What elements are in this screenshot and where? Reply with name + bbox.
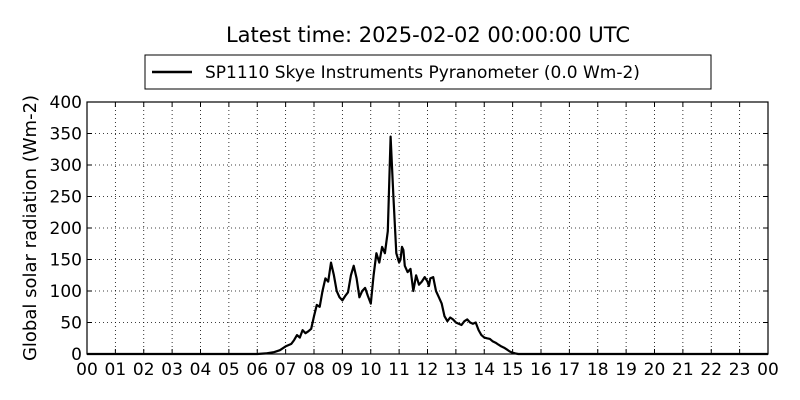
x-tick-label: 11 (388, 360, 410, 380)
x-tick-label: 15 (502, 360, 524, 380)
y-tick-label: 250 (50, 188, 82, 208)
y-tick-label: 400 (50, 93, 82, 113)
x-tick-label: 19 (615, 360, 637, 380)
y-tick-label: 350 (50, 125, 82, 145)
x-tick-label: 22 (700, 360, 722, 380)
chart-title: Latest time: 2025-02-02 00:00:00 UTC (226, 23, 630, 47)
x-tick-label: 23 (729, 360, 751, 380)
tick-labels: 00 01 02 03 04 05 06 07 08 09 10 11 12 13 14 15 16 17 18 19… (50, 93, 779, 380)
x-tick-label: 16 (530, 360, 552, 380)
grid (87, 102, 768, 354)
y-axis-label: Global solar radiation (Wm-2) (20, 95, 41, 361)
y-tick-label: 50 (60, 314, 82, 334)
x-tick-label: 03 (161, 360, 183, 380)
y-tick-label: 200 (50, 219, 82, 239)
x-tick-label: 14 (473, 360, 495, 380)
series-line (87, 135, 768, 356)
x-tick-label: 08 (303, 360, 325, 380)
y-tick-label: 150 (50, 251, 82, 271)
legend-box (144, 54, 712, 90)
y-tick-label: 100 (50, 282, 82, 302)
x-tick-label: 00 (76, 360, 98, 380)
x-tick-label: 00 (757, 360, 779, 380)
plot-frame (86, 101, 769, 355)
x-tick-label: 04 (190, 360, 212, 380)
x-tick-label: 17 (559, 360, 581, 380)
y-tick-label: 300 (50, 156, 82, 176)
x-tick-label: 21 (672, 360, 694, 380)
x-tick-label: 01 (105, 360, 127, 380)
x-tick-label: 20 (644, 360, 666, 380)
x-tick-label: 02 (133, 360, 155, 380)
x-tick-label: 10 (360, 360, 382, 380)
x-tick-label: 05 (218, 360, 240, 380)
legend-label: SP1110 Skye Instruments Pyranometer (0.0… (205, 63, 640, 83)
x-tick-label: 12 (417, 360, 439, 380)
x-tick-label: 18 (587, 360, 609, 380)
y-tick-label: 0 (71, 345, 82, 365)
legend: SP1110 Skye Instruments Pyranometer (0.0… (144, 54, 712, 90)
x-tick-label: 13 (445, 360, 467, 380)
x-tick-label: 06 (246, 360, 268, 380)
x-tick-label: 07 (275, 360, 297, 380)
x-tick-label: 09 (332, 360, 354, 380)
